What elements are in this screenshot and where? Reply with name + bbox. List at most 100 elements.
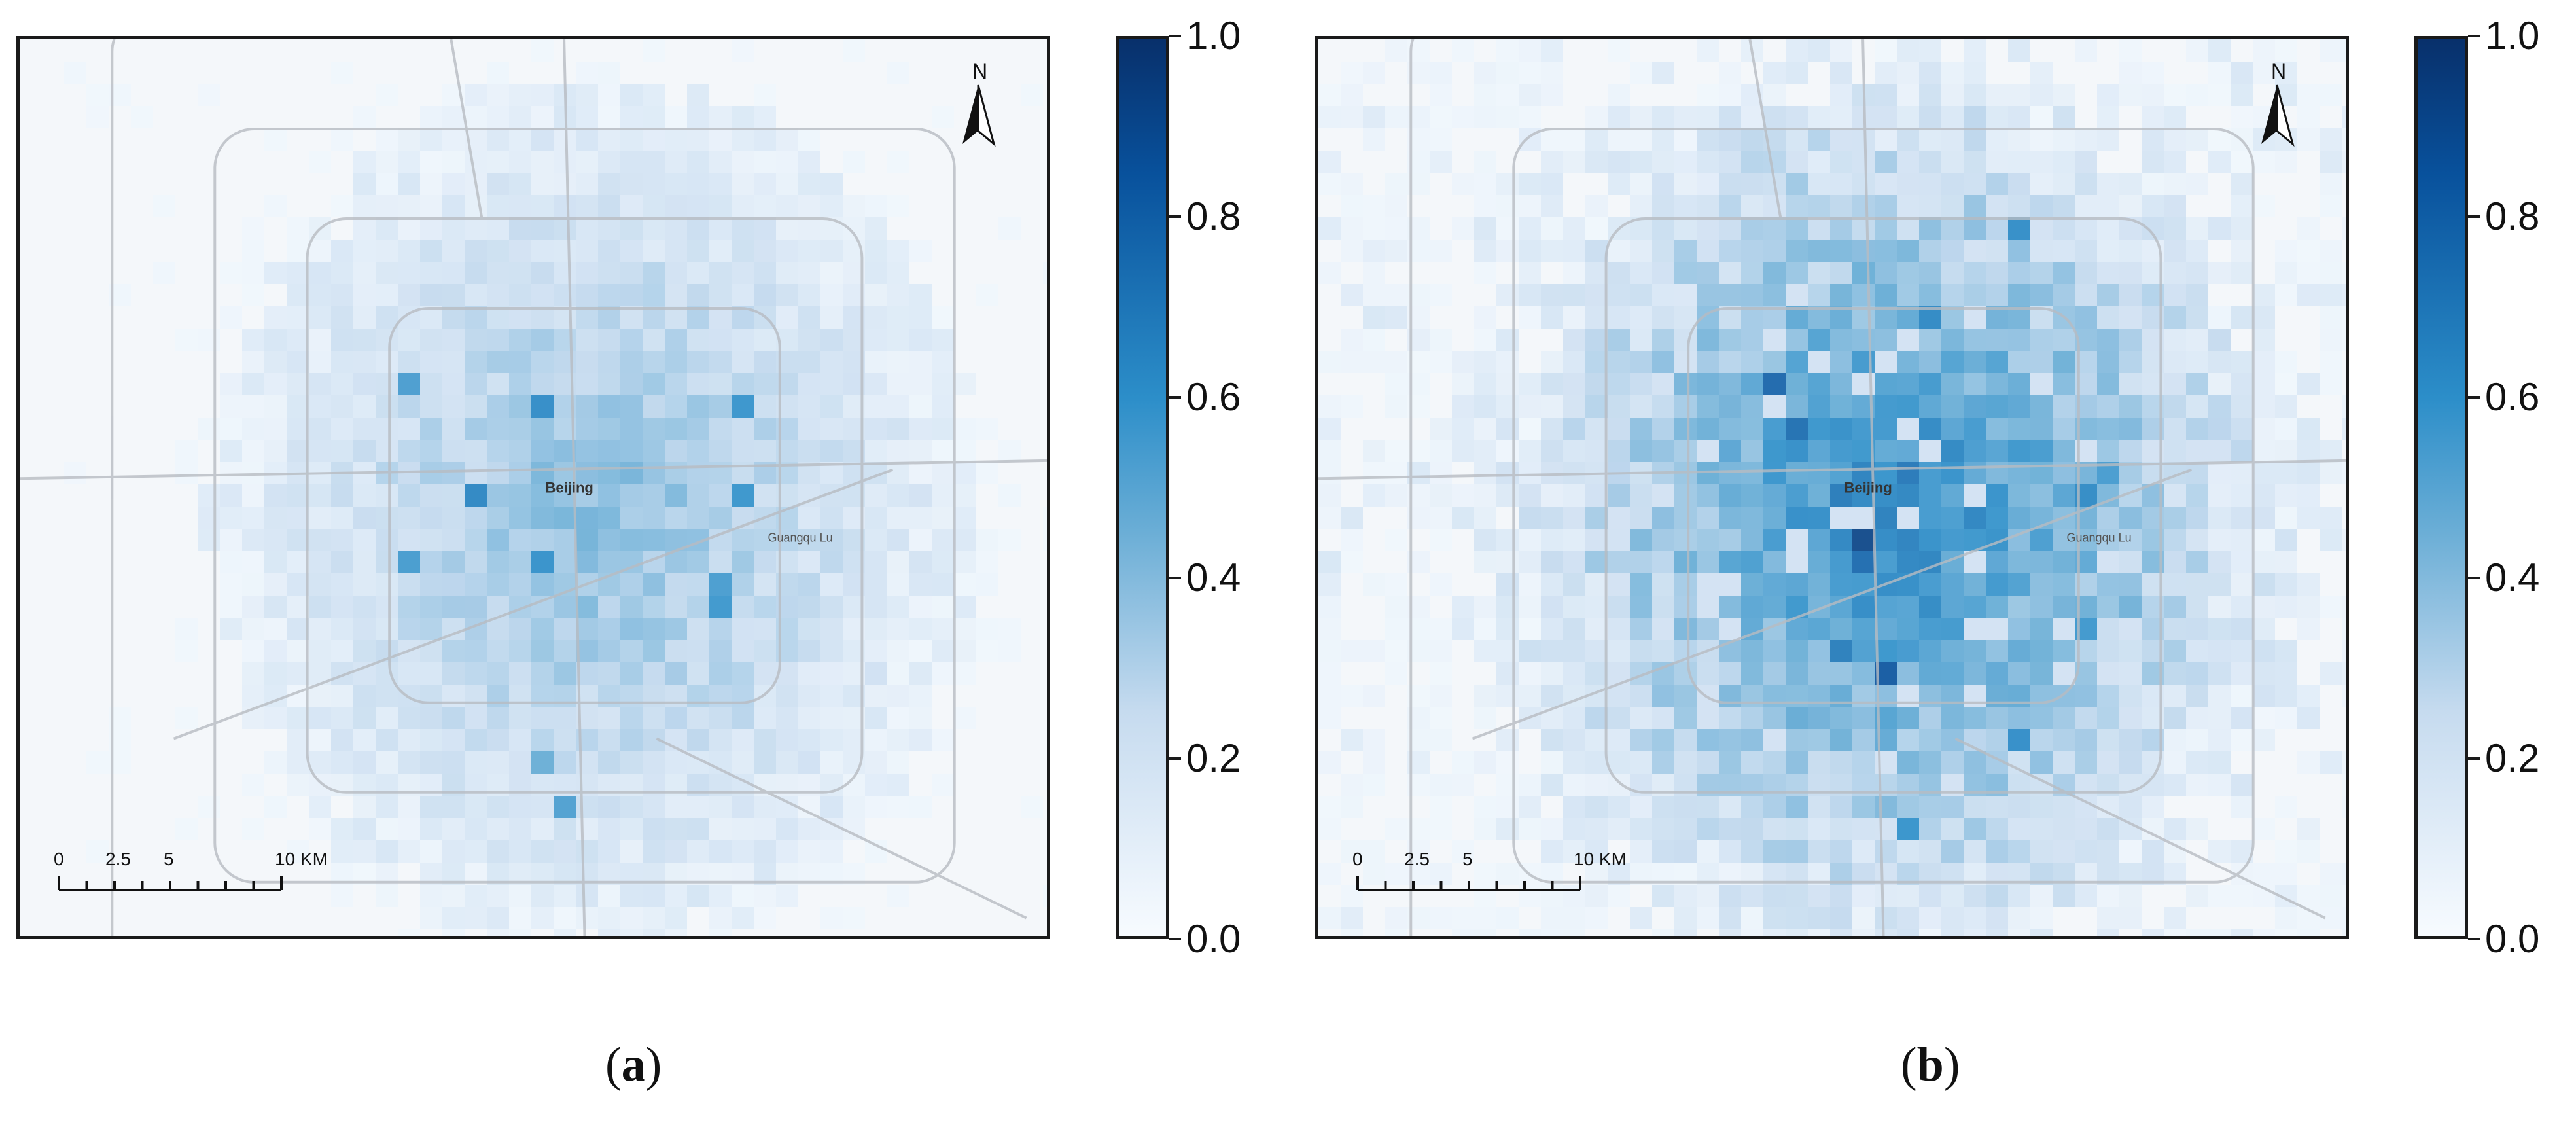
heat-cell [2253, 507, 2275, 529]
heat-cell [665, 596, 687, 618]
heat-cell [1697, 818, 1719, 840]
heat-cell [2097, 418, 2119, 440]
heat-cell [687, 618, 709, 640]
heat-cell [1385, 662, 1407, 685]
heat-cell [1652, 418, 1674, 440]
heat-cell [665, 351, 687, 373]
heat-cell [1043, 885, 1047, 907]
heat-cell [1875, 151, 1897, 173]
heat-cell [865, 284, 887, 306]
heat-cell [1385, 618, 1407, 640]
heat-cell [2186, 418, 2208, 440]
heat-cell [2075, 284, 2097, 306]
heat-cell [2186, 885, 2208, 907]
heat-cell [309, 484, 331, 507]
heat-cell [1919, 818, 1941, 840]
heat-cell [598, 885, 620, 907]
heat-cell [754, 217, 776, 240]
heat-cell [487, 173, 509, 195]
heat-cell [1897, 351, 1919, 373]
heat-cell [1652, 818, 1674, 840]
heat-cell [2119, 885, 2142, 907]
heat-cell [2186, 173, 2208, 195]
heat-cell [2119, 195, 2142, 217]
heat-cell [353, 729, 376, 751]
heat-cell [1830, 929, 1852, 936]
heat-cell [1941, 306, 1964, 329]
heat-cell [1608, 106, 1630, 128]
heat-cell [1652, 173, 1674, 195]
heat-cell [2164, 284, 2186, 306]
heat-cell [1608, 551, 1630, 573]
heat-cell [1697, 84, 1719, 106]
heat-cell [554, 885, 576, 907]
heat-cell [1385, 818, 1407, 840]
north-arrow-shape [2261, 85, 2277, 144]
heat-cell [2342, 618, 2346, 640]
heat-cell [1897, 840, 1919, 863]
heat-cell [887, 751, 909, 774]
heat-cell [2164, 751, 2186, 774]
heat-cell [687, 507, 709, 529]
heat-cell [1385, 863, 1407, 885]
heat-cell [1474, 351, 1496, 373]
heat-cell [509, 885, 531, 907]
heat-cell [1474, 484, 1496, 507]
heat-cell [1474, 707, 1496, 729]
heat-cell [709, 418, 732, 440]
heat-cell [220, 306, 242, 329]
heat-cell [1852, 907, 1875, 929]
heat-cell [86, 840, 109, 863]
heat-cell [1830, 751, 1852, 774]
heat-cell [331, 507, 353, 529]
heat-cell [1786, 484, 1808, 507]
heat-cell [576, 284, 598, 306]
heat-cell [1719, 751, 1741, 774]
heat-cell [1452, 373, 1474, 395]
heat-cell [2008, 373, 2030, 395]
heat-cell [776, 840, 798, 863]
heat-cell [643, 751, 665, 774]
heat-cell [1519, 440, 1541, 462]
heat-cell [2231, 929, 2253, 936]
heat-cell [887, 484, 909, 507]
heat-cell [398, 195, 420, 217]
heat-cell [442, 507, 465, 529]
heat-cell [2231, 885, 2253, 907]
heat-cell [2030, 284, 2053, 306]
heat-cell [331, 640, 353, 662]
heat-cell [887, 418, 909, 440]
heat-cell [376, 395, 398, 418]
heat-cell [1541, 774, 1563, 796]
heat-cell [2275, 373, 2297, 395]
heat-cell [2008, 929, 2030, 936]
heat-cell [220, 395, 242, 418]
heat-cell [420, 217, 442, 240]
heat-cell [1897, 440, 1919, 462]
heat-cell [1318, 707, 1341, 729]
heat-cell [2164, 395, 2186, 418]
heat-cell [264, 551, 287, 573]
heat-cell [554, 151, 576, 173]
heat-cell [376, 818, 398, 840]
scale-bar: 0 2.5 5 10 KM [1352, 849, 1627, 891]
heat-cell [1964, 351, 1986, 373]
heat-cell [1363, 128, 1385, 151]
heat-cell [1808, 39, 1830, 62]
heat-cell [1474, 640, 1496, 662]
heat-cell [2142, 840, 2164, 863]
heat-cell [1385, 929, 1407, 936]
heat-cell [1741, 573, 1763, 596]
heat-cell [2142, 195, 2164, 217]
arterial-road [173, 468, 894, 740]
heat-cell [1541, 751, 1563, 774]
heat-cell [732, 662, 754, 685]
heat-cell [509, 796, 531, 818]
arterial-road [656, 737, 1027, 920]
heat-cell [2030, 351, 2053, 373]
heat-cell [820, 840, 843, 863]
heat-cell [487, 573, 509, 596]
heat-cell [487, 151, 509, 173]
heat-cell [643, 840, 665, 863]
heat-cell [353, 395, 376, 418]
